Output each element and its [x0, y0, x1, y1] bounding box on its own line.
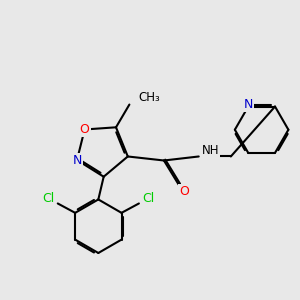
Text: CH₃: CH₃	[139, 92, 160, 104]
Text: Cl: Cl	[42, 192, 55, 205]
Text: O: O	[179, 185, 189, 198]
Text: O: O	[80, 123, 89, 136]
Text: Cl: Cl	[142, 192, 154, 205]
Text: N: N	[72, 154, 82, 166]
Text: N: N	[244, 98, 253, 111]
Text: NH: NH	[201, 144, 219, 157]
